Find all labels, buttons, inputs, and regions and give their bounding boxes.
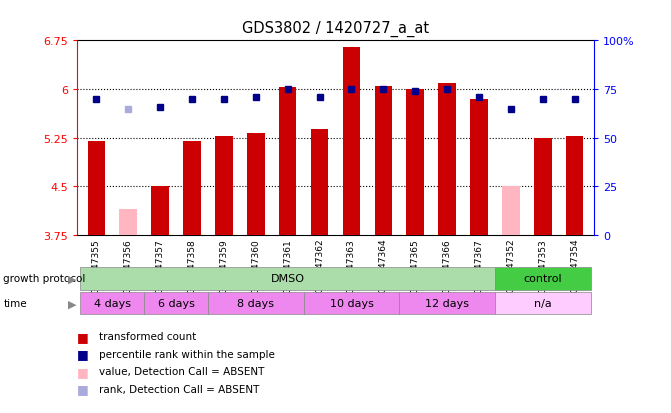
Bar [144,292,208,315]
Text: control: control [523,273,562,283]
Bar [215,136,233,235]
Text: ▶: ▶ [68,274,76,284]
Text: 8 days: 8 days [238,298,274,308]
Bar [495,268,590,290]
Text: DMSO: DMSO [270,273,305,283]
Bar [279,88,297,235]
Bar [374,87,392,235]
Text: ■: ■ [77,347,89,361]
Bar [438,83,456,235]
Bar [502,187,519,235]
Bar [303,292,399,315]
Text: ■: ■ [77,382,89,395]
Text: value, Detection Call = ABSENT: value, Detection Call = ABSENT [99,366,264,376]
Bar [152,187,169,235]
Bar [534,138,552,235]
Text: 4 days: 4 days [94,298,131,308]
Bar [311,130,328,235]
Text: percentile rank within the sample: percentile rank within the sample [99,349,274,359]
Bar [119,209,137,235]
Text: ■: ■ [77,365,89,378]
Text: transformed count: transformed count [99,332,196,342]
Bar [407,90,424,235]
Bar [87,142,105,235]
Text: 12 days: 12 days [425,298,469,308]
Bar [495,292,590,315]
Bar [81,268,495,290]
Text: GDS3802 / 1420727_a_at: GDS3802 / 1420727_a_at [242,21,429,37]
Text: ■: ■ [77,330,89,343]
Bar [183,142,201,235]
Text: 10 days: 10 days [329,298,373,308]
Bar [208,292,303,315]
Bar [247,133,264,235]
Bar [566,136,584,235]
Bar [343,48,360,235]
Bar [399,292,495,315]
Bar [470,100,488,235]
Bar [81,292,144,315]
Text: 6 days: 6 days [158,298,195,308]
Text: growth protocol: growth protocol [3,274,86,284]
Text: n/a: n/a [534,298,552,308]
Text: time: time [3,299,27,309]
Text: ▶: ▶ [68,299,76,309]
Text: rank, Detection Call = ABSENT: rank, Detection Call = ABSENT [99,384,259,394]
